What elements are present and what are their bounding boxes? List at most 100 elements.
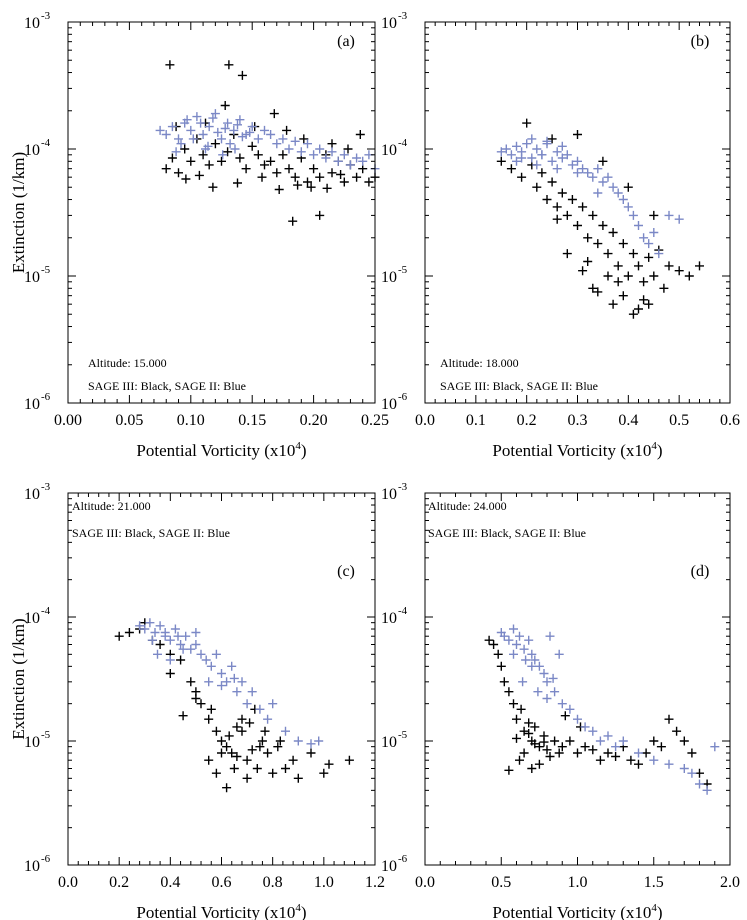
data-point — [565, 704, 575, 714]
y-tick-label: 10 — [24, 734, 40, 751]
data-point — [634, 261, 643, 271]
data-point — [687, 768, 697, 778]
data-point — [524, 729, 534, 738]
data-point — [242, 773, 252, 783]
data-point — [252, 764, 262, 773]
data-point — [618, 239, 628, 249]
data-point — [626, 755, 636, 765]
data-point — [542, 694, 552, 703]
x-tick-label: 0.1 — [466, 412, 486, 429]
data-point — [588, 726, 598, 736]
data-point — [229, 673, 239, 683]
data-point — [539, 737, 549, 747]
legend-note: SAGE III: Black, SAGE II: Blue — [88, 379, 246, 393]
data-point — [573, 168, 582, 178]
data-point — [322, 183, 332, 193]
data-point — [232, 752, 242, 761]
data-point — [191, 628, 201, 637]
data-point — [628, 210, 638, 220]
data-point — [135, 621, 145, 631]
data-point — [518, 677, 528, 687]
data-point — [229, 125, 239, 135]
data-point — [545, 631, 555, 641]
series-sage-iii — [496, 118, 704, 319]
data-point — [237, 70, 247, 80]
data-point — [315, 210, 325, 220]
data-point — [623, 202, 633, 212]
data-point — [327, 168, 337, 178]
data-point — [213, 127, 223, 137]
data-point — [306, 182, 316, 192]
data-point — [210, 139, 220, 149]
data-point — [303, 139, 312, 149]
data-point — [649, 210, 659, 220]
data-point — [656, 742, 666, 752]
plot-frame — [67, 492, 376, 866]
data-point — [573, 221, 582, 230]
data-point — [530, 722, 540, 732]
y-tick-exponent: -5 — [41, 729, 51, 741]
data-point — [201, 655, 211, 665]
panel-label: (b) — [691, 33, 710, 50]
y-tick-label: 10 — [381, 396, 397, 413]
data-point — [245, 718, 255, 728]
data-point — [573, 748, 582, 758]
x-tick-label: 0.2 — [517, 412, 537, 429]
data-point — [611, 742, 621, 752]
data-point — [272, 139, 282, 149]
data-point — [352, 153, 362, 163]
data-point — [532, 160, 542, 170]
data-point — [598, 156, 608, 166]
data-point — [557, 153, 567, 163]
data-point — [509, 624, 518, 634]
data-point — [194, 170, 204, 180]
data-point — [155, 640, 165, 649]
data-point — [557, 141, 567, 151]
data-point — [321, 153, 331, 163]
data-point — [284, 144, 294, 154]
data-point — [314, 736, 324, 746]
data-point — [547, 156, 557, 166]
data-point — [224, 731, 234, 741]
data-point — [527, 153, 537, 163]
data-point — [547, 177, 557, 187]
panel-label: (c) — [337, 563, 355, 580]
legend-note: SAGE III: Black, SAGE II: Blue — [440, 379, 598, 393]
data-point — [358, 156, 368, 166]
x-tick-label: 0.0 — [415, 412, 435, 429]
series-sage-ii — [496, 134, 684, 259]
y-tick-exponent: -3 — [41, 10, 51, 22]
y-tick-label: 10 — [24, 610, 40, 627]
data-point — [533, 687, 543, 697]
data-point — [343, 144, 353, 154]
data-point — [196, 699, 206, 709]
data-point — [583, 257, 593, 266]
data-point — [672, 726, 682, 736]
data-point — [603, 172, 613, 182]
data-point — [147, 635, 157, 645]
x-tick-label: 1.2 — [365, 874, 385, 891]
data-point — [695, 779, 704, 789]
data-point — [227, 661, 237, 671]
data-point — [506, 150, 516, 160]
data-point — [155, 125, 165, 135]
data-point — [613, 261, 623, 271]
data-point — [155, 621, 165, 631]
data-point — [288, 216, 298, 226]
data-point — [255, 742, 265, 752]
data-point — [512, 141, 521, 151]
data-point — [217, 748, 226, 758]
data-point — [537, 150, 547, 160]
data-point — [319, 768, 329, 778]
data-point — [182, 115, 192, 125]
data-point — [580, 742, 590, 752]
data-point — [552, 202, 562, 212]
data-point — [174, 134, 183, 144]
data-point — [242, 699, 252, 709]
data-point — [506, 164, 516, 174]
y-axis-label: Extinction (1/km) — [9, 152, 28, 273]
data-point — [588, 283, 598, 293]
data-point — [598, 221, 608, 230]
data-point — [598, 177, 608, 187]
y-tick-exponent: -5 — [398, 729, 408, 741]
